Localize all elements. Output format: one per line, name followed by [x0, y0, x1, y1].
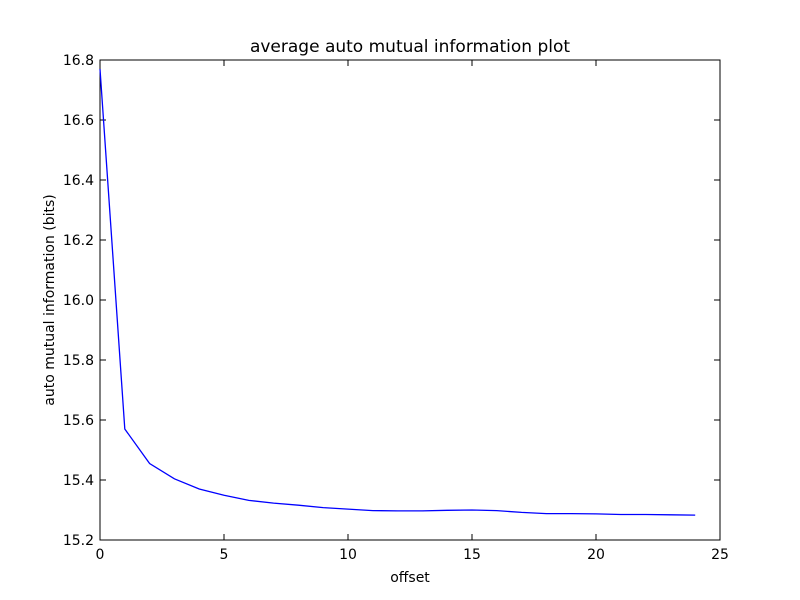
y-tick-label: 15.4	[63, 473, 94, 489]
x-tick-label: 10	[339, 547, 357, 563]
y-tick-label: 16.4	[63, 173, 94, 189]
plot-area-frame	[99, 59, 721, 541]
x-tick-label: 20	[587, 547, 605, 563]
x-tick-label: 5	[220, 547, 229, 563]
x-tick-label: 15	[463, 547, 481, 563]
x-tick-label: 0	[96, 547, 105, 563]
chart-title: average auto mutual information plot	[250, 37, 570, 57]
y-tick-label: 16.2	[63, 233, 94, 249]
y-tick-label: 15.6	[63, 413, 94, 429]
y-tick-label: 15.2	[63, 533, 94, 549]
y-axis-label: auto mutual information (bits)	[42, 194, 58, 405]
y-tick-label: 16.0	[63, 293, 94, 309]
y-tick-label: 15.8	[63, 353, 94, 369]
y-tick-label: 16.8	[63, 53, 94, 69]
x-axis-ticks: 0 5 10 15 20 25	[96, 60, 729, 563]
y-axis-ticks: 15.2 15.4 15.6 15.8 16.0 16.2 16.4 16.6 16.8	[63, 53, 720, 549]
series-line	[99, 68, 696, 516]
x-axis-label: offset	[390, 570, 430, 586]
y-tick-label: 16.6	[63, 113, 94, 129]
x-tick-label: 25	[711, 547, 729, 563]
